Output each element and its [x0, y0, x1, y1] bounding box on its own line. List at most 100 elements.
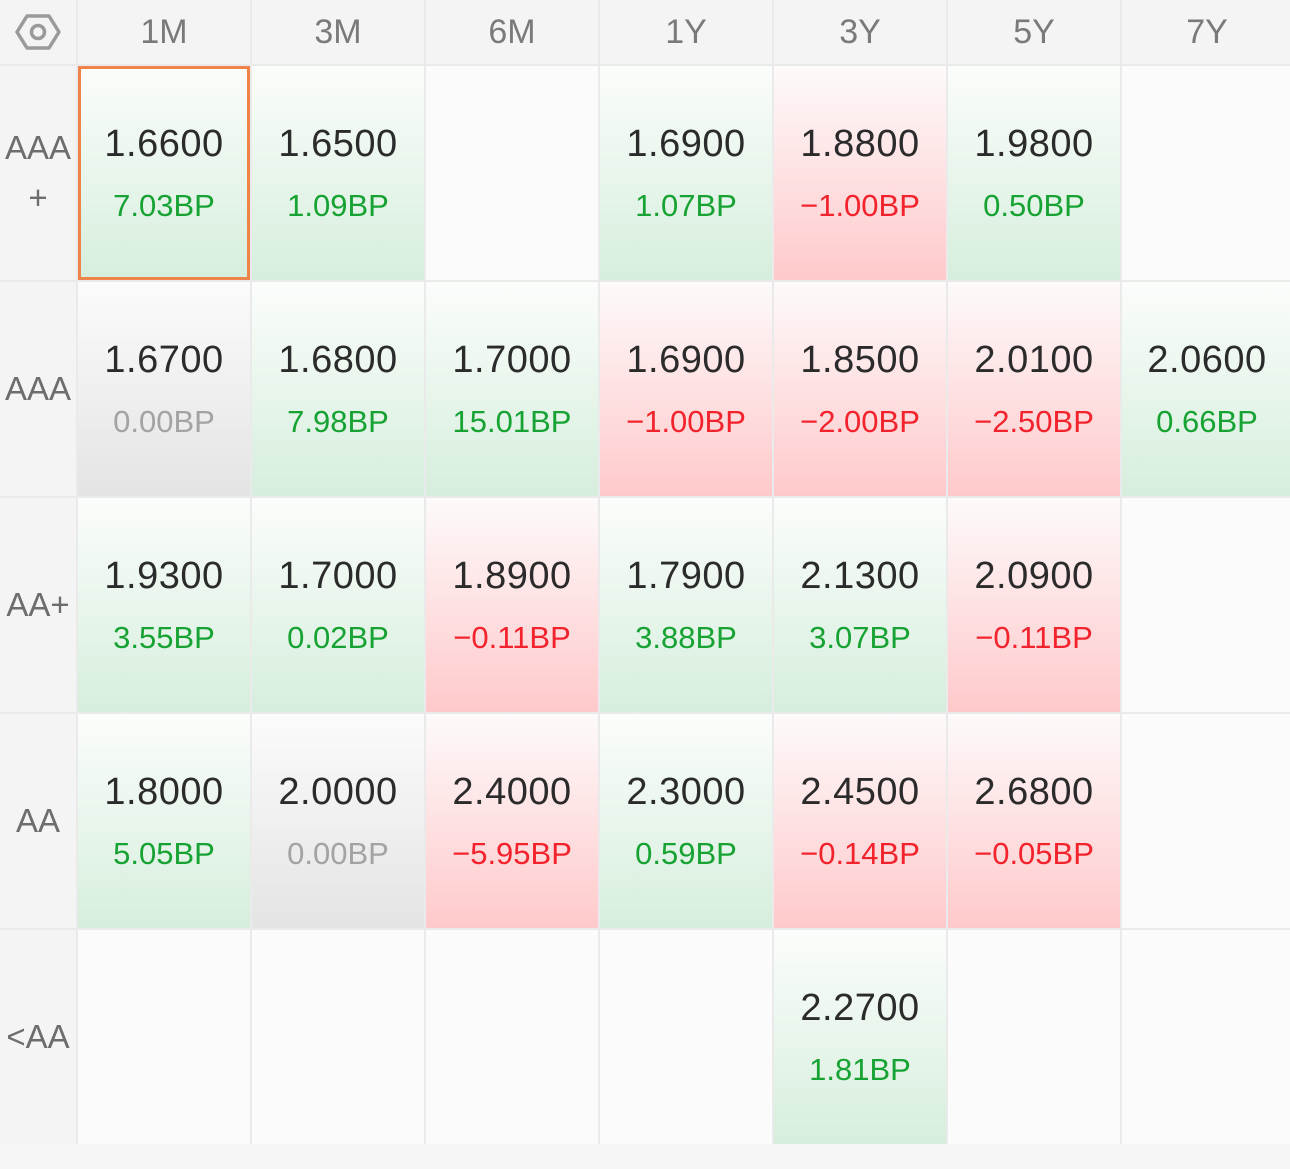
change-value: 0.02BP	[287, 620, 389, 655]
yield-value: 1.6500	[278, 123, 398, 165]
empty-cell[interactable]	[426, 66, 598, 280]
grid-cell[interactable]: 1.8800 −1.00BP	[774, 66, 946, 280]
yield-value: 1.7900	[626, 555, 746, 597]
empty-cell[interactable]	[600, 930, 772, 1144]
change-value: 7.03BP	[113, 188, 215, 223]
yield-value: 1.9300	[104, 555, 224, 597]
change-value: −0.11BP	[975, 620, 1093, 655]
column-header-6m[interactable]: 6M	[426, 0, 598, 64]
grid-cell[interactable]: 2.4000 −5.95BP	[426, 714, 598, 928]
change-value: 0.50BP	[983, 188, 1085, 223]
column-header-1y[interactable]: 1Y	[600, 0, 772, 64]
empty-cell[interactable]	[1122, 66, 1290, 280]
grid-cell[interactable]: 2.6800 −0.05BP	[948, 714, 1120, 928]
grid-cell[interactable]: 1.6500 1.09BP	[252, 66, 424, 280]
yield-value: 2.0900	[974, 555, 1094, 597]
change-value: 1.81BP	[809, 1052, 911, 1087]
yield-value: 2.3000	[626, 771, 746, 813]
yield-value: 1.6600	[104, 123, 224, 165]
yield-value: 2.1300	[800, 555, 920, 597]
grid-cell[interactable]: 2.2700 1.81BP	[774, 930, 946, 1144]
change-value: −2.00BP	[800, 404, 920, 439]
change-value: 1.09BP	[287, 188, 389, 223]
grid-cell[interactable]: 1.7900 3.88BP	[600, 498, 772, 712]
grid-cell[interactable]: 1.6600 7.03BP	[78, 66, 250, 280]
grid-cell[interactable]: 1.9300 3.55BP	[78, 498, 250, 712]
yield-value: 1.8500	[800, 339, 920, 381]
row-label[interactable]: AA	[0, 714, 76, 928]
change-value: −1.00BP	[626, 404, 746, 439]
grid-cell[interactable]: 2.4500 −0.14BP	[774, 714, 946, 928]
grid-cell[interactable]: 1.6900 1.07BP	[600, 66, 772, 280]
grid-cell[interactable]: 1.8000 5.05BP	[78, 714, 250, 928]
yield-value: 1.6900	[626, 123, 746, 165]
grid-cell[interactable]: 2.0100 −2.50BP	[948, 282, 1120, 496]
hexagon-settings-icon	[15, 14, 61, 50]
change-value: −2.50BP	[974, 404, 1094, 439]
yield-value: 1.8800	[800, 123, 920, 165]
yield-value: 1.7000	[452, 339, 572, 381]
change-value: −5.95BP	[452, 836, 572, 871]
grid-cell[interactable]: 2.0600 0.66BP	[1122, 282, 1290, 496]
grid-cell[interactable]: 1.9800 0.50BP	[948, 66, 1120, 280]
column-header-5y[interactable]: 5Y	[948, 0, 1120, 64]
empty-cell[interactable]	[252, 930, 424, 1144]
change-value: −0.11BP	[453, 620, 571, 655]
grid-cell[interactable]: 2.3000 0.59BP	[600, 714, 772, 928]
change-value: 0.66BP	[1156, 404, 1258, 439]
yield-value: 2.6800	[974, 771, 1094, 813]
yield-value: 2.0600	[1147, 339, 1267, 381]
change-value: 1.07BP	[635, 188, 737, 223]
yield-value: 1.6900	[626, 339, 746, 381]
grid-cell[interactable]: 1.8500 −2.00BP	[774, 282, 946, 496]
row-label[interactable]: AAA+	[0, 66, 76, 280]
change-value: 7.98BP	[287, 404, 389, 439]
column-header-7y[interactable]: 7Y	[1122, 0, 1290, 64]
empty-cell[interactable]	[1122, 498, 1290, 712]
column-header-3y[interactable]: 3Y	[774, 0, 946, 64]
yield-value: 1.7000	[278, 555, 398, 597]
grid-cell[interactable]: 2.0000 0.00BP	[252, 714, 424, 928]
change-value: −1.00BP	[800, 188, 920, 223]
column-header-3m[interactable]: 3M	[252, 0, 424, 64]
yield-value: 1.6700	[104, 339, 224, 381]
change-value: 3.55BP	[113, 620, 215, 655]
grid-cell[interactable]: 1.6900 −1.00BP	[600, 282, 772, 496]
empty-cell[interactable]	[1122, 930, 1290, 1144]
empty-cell[interactable]	[1122, 714, 1290, 928]
grid-cell[interactable]: 1.6800 7.98BP	[252, 282, 424, 496]
row-label[interactable]: AA+	[0, 498, 76, 712]
grid-cell[interactable]: 1.8900 −0.11BP	[426, 498, 598, 712]
yield-matrix: 1M 3M 6M 1Y 3Y 5Y 7Y AAA+ 1.6600 7.03BP 1.6500 1.09…	[0, 0, 1290, 1144]
change-value: 3.07BP	[809, 620, 911, 655]
row-label[interactable]: AAA	[0, 282, 76, 496]
change-value: 0.00BP	[287, 836, 389, 871]
empty-cell[interactable]	[948, 930, 1120, 1144]
footer-bar	[0, 1144, 1290, 1169]
change-value: −0.05BP	[974, 836, 1094, 871]
column-header-1m[interactable]: 1M	[78, 0, 250, 64]
empty-cell[interactable]	[426, 930, 598, 1144]
yield-value: 2.0000	[278, 771, 398, 813]
yield-value: 1.8900	[452, 555, 572, 597]
change-value: 0.59BP	[635, 836, 737, 871]
yield-value: 2.2700	[800, 987, 920, 1029]
change-value: 0.00BP	[113, 404, 215, 439]
row-label[interactable]: <AA	[0, 930, 76, 1144]
grid-cell[interactable]: 1.7000 15.01BP	[426, 282, 598, 496]
change-value: 15.01BP	[452, 404, 572, 439]
yield-value: 2.4000	[452, 771, 572, 813]
change-value: 5.05BP	[113, 836, 215, 871]
grid-cell[interactable]: 2.0900 −0.11BP	[948, 498, 1120, 712]
yield-value: 1.9800	[974, 123, 1094, 165]
yield-value: 2.4500	[800, 771, 920, 813]
grid-cell[interactable]: 1.6700 0.00BP	[78, 282, 250, 496]
yield-value: 1.8000	[104, 771, 224, 813]
empty-cell[interactable]	[78, 930, 250, 1144]
settings-button[interactable]	[0, 0, 76, 64]
yield-value: 2.0100	[974, 339, 1094, 381]
grid-cell[interactable]: 1.7000 0.02BP	[252, 498, 424, 712]
change-value: 3.88BP	[635, 620, 737, 655]
change-value: −0.14BP	[800, 836, 920, 871]
grid-cell[interactable]: 2.1300 3.07BP	[774, 498, 946, 712]
